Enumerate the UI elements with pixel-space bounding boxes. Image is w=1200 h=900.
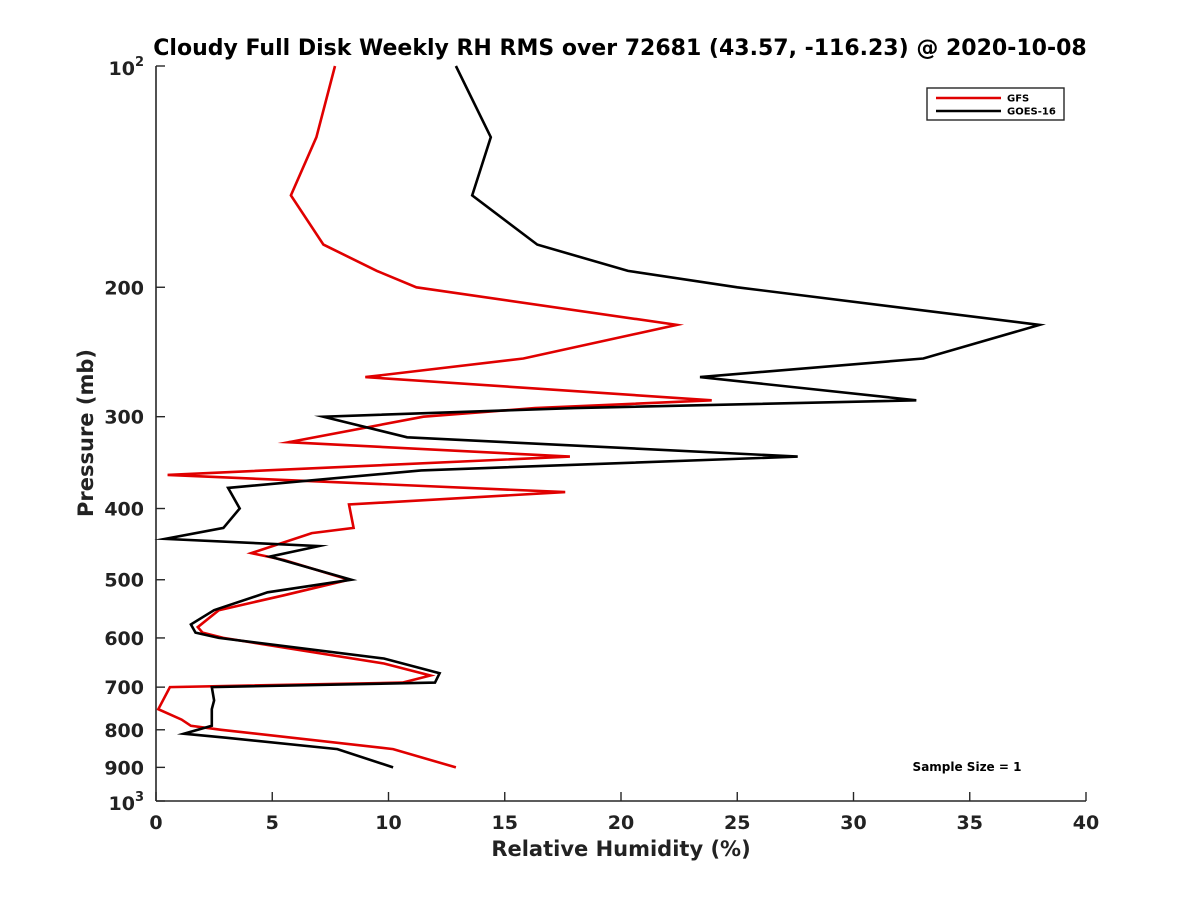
legend-label: GOES-16 [1007, 107, 1056, 118]
legend-box [926, 87, 1065, 121]
x-tick-label: 40 [1073, 812, 1099, 834]
x-tick-label: 20 [608, 812, 634, 834]
y-end-label: 103 [109, 790, 145, 815]
y-end-label-base: 10 [109, 793, 135, 815]
y-tick-label: 400 [104, 499, 144, 521]
y-end-label-base: 10 [109, 58, 135, 80]
x-tick-label: 15 [492, 812, 518, 834]
series-line-goes-16 [154, 65, 1046, 769]
x-tick-label: 5 [266, 812, 279, 834]
y-tick-label: 700 [104, 677, 144, 699]
y-end-label: 102 [109, 55, 145, 80]
x-ticks: 0 5 10 15 20 25 30 35 40 [149, 792, 1099, 834]
x-axis-label: Relative Humidity (%) [491, 837, 750, 861]
legend-label: GFS [1007, 94, 1029, 105]
legend: GFS GOES-16 [926, 87, 1065, 121]
y-end-label-exponent: 3 [135, 790, 144, 805]
y-tick-label: 600 [104, 628, 144, 650]
x-tick-label: 30 [840, 812, 866, 834]
y-tick-label: 300 [104, 407, 144, 429]
x-tick-label: 0 [149, 812, 162, 834]
x-tick-label: 10 [375, 812, 401, 834]
y-end-label-exponent: 2 [135, 55, 144, 70]
y-tick-label: 500 [104, 570, 144, 592]
chart-title: Cloudy Full Disk Weekly RH RMS over 7268… [153, 36, 1086, 61]
sample-size-annotation: Sample Size = 1 [913, 760, 1022, 774]
series-group [154, 65, 1046, 769]
y-tick-label: 900 [104, 757, 144, 779]
x-tick-label: 35 [957, 812, 983, 834]
plot-area [154, 65, 1086, 802]
y-tick-label: 200 [104, 277, 144, 299]
x-tick-label: 25 [724, 812, 750, 834]
series-line-gfs [156, 65, 712, 769]
y-tick-label: 800 [104, 720, 144, 742]
y-axis-label: Pressure (mb) [74, 349, 98, 517]
